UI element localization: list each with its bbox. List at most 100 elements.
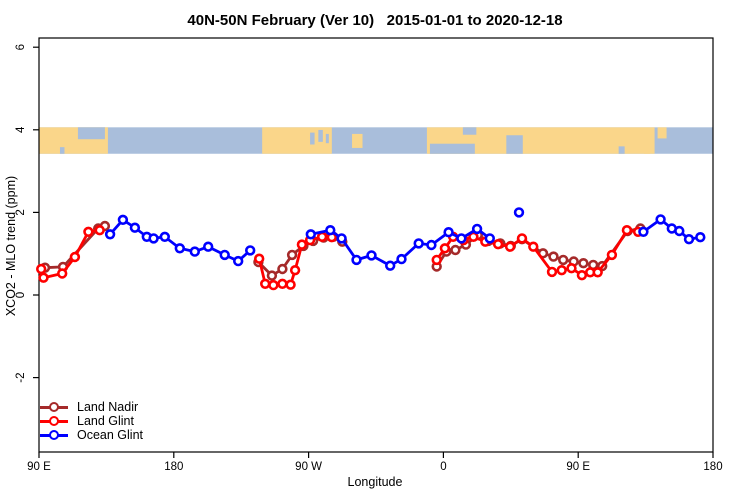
legend-item-land-nadir: Land Nadir — [40, 400, 143, 414]
legend-label-ocean-glint: Ocean Glint — [77, 428, 144, 442]
map-band-sea-patch — [325, 133, 329, 144]
data-point — [305, 229, 316, 240]
data-point — [439, 243, 451, 254]
map-band-sea-patch — [310, 132, 315, 145]
x-tick-label: 90 E — [27, 461, 51, 473]
land-glint-symbol-icon — [40, 415, 68, 427]
plot-frame — [38, 37, 714, 453]
data-point — [129, 222, 141, 233]
x-tick-label: 90 E — [566, 461, 590, 473]
data-point — [174, 243, 186, 254]
data-point — [104, 229, 116, 240]
data-point — [296, 239, 308, 250]
data-point — [556, 265, 567, 276]
data-point — [325, 225, 336, 236]
data-point — [578, 258, 589, 269]
data-point — [566, 263, 577, 274]
map-band-land-patch — [657, 127, 667, 139]
data-point — [277, 263, 288, 275]
data-point — [69, 251, 81, 263]
data-point — [426, 239, 437, 251]
data-point — [159, 231, 171, 243]
data-point — [674, 225, 685, 237]
data-point — [203, 241, 214, 252]
map-band-land-patch — [644, 143, 651, 154]
data-point — [443, 227, 454, 238]
data-point — [504, 241, 516, 252]
data-point — [286, 249, 298, 261]
map-band-sea-patch — [318, 129, 323, 142]
data-point — [277, 278, 288, 289]
data-point — [528, 241, 539, 252]
data-point — [606, 249, 618, 261]
map-band-sea-patch — [618, 146, 625, 154]
x-tick-label: 180 — [703, 461, 722, 473]
data-point — [471, 223, 483, 235]
land-nadir-symbol-icon — [40, 401, 68, 413]
map-band-land-patch — [352, 133, 363, 148]
map-band-sea-patch — [429, 143, 475, 154]
data-point — [351, 254, 362, 266]
data-point — [289, 265, 301, 276]
data-point — [548, 251, 559, 262]
map-band-sea-patch — [462, 127, 477, 135]
data-point — [557, 254, 569, 266]
data-point — [546, 266, 558, 278]
data-point — [576, 270, 588, 281]
legend-label-land-nadir: Land Nadir — [77, 400, 139, 414]
map-band-sea-patch — [506, 135, 523, 154]
data-point — [260, 278, 271, 289]
data-point — [94, 225, 105, 236]
map-band-sea-patch — [77, 127, 105, 140]
chart-title: 40N-50N February (Ver 10) 2015-01-01 to … — [187, 12, 563, 29]
data-point — [219, 249, 230, 261]
y-tick-label: 4 — [15, 126, 27, 133]
data-point — [385, 260, 396, 271]
y-tick-label: 2 — [15, 209, 27, 215]
data-point — [683, 234, 695, 245]
y-axis-label: XCO2 - MLO trend (ppm) — [4, 175, 18, 317]
data-point — [492, 239, 504, 250]
data-point — [233, 255, 244, 267]
data-point — [35, 263, 47, 275]
legend-label-land-glint: Land Glint — [77, 414, 134, 428]
data-point — [148, 233, 159, 244]
x-tick-label: 90 W — [295, 461, 322, 473]
data-point — [513, 207, 525, 218]
data-point — [456, 233, 467, 244]
data-point — [592, 267, 603, 278]
data-point — [268, 279, 279, 291]
data-point — [450, 244, 461, 256]
data-point — [245, 245, 256, 256]
map-band-sea-patch — [59, 147, 65, 154]
data-point — [56, 268, 68, 279]
legend-item-ocean-glint: Ocean Glint — [40, 428, 143, 442]
data-point — [431, 254, 442, 266]
data-point — [695, 232, 706, 243]
data-point — [638, 226, 649, 238]
data-point — [366, 250, 377, 261]
data-point — [83, 226, 94, 238]
data-point — [396, 253, 407, 265]
data-point — [655, 214, 666, 225]
data-point — [38, 272, 49, 283]
data-point — [316, 231, 328, 243]
x-axis-label: Longitude — [347, 475, 403, 489]
data-point — [254, 253, 265, 264]
data-point — [189, 246, 201, 257]
x-tick-label: 180 — [164, 461, 183, 473]
data-point — [336, 233, 347, 244]
ocean-glint-symbol-icon — [40, 429, 68, 441]
legend: Land Nadir Land Glint Ocean Glint — [40, 400, 143, 442]
data-point — [413, 238, 424, 249]
data-point — [484, 233, 495, 244]
y-tick-label: -2 — [15, 372, 27, 382]
data-point — [117, 214, 129, 226]
data-point — [516, 233, 528, 244]
y-tick-label: 6 — [15, 44, 27, 50]
data-point — [468, 231, 479, 243]
legend-item-land-glint: Land Glint — [40, 414, 143, 428]
y-tick-label: 0 — [15, 292, 27, 298]
